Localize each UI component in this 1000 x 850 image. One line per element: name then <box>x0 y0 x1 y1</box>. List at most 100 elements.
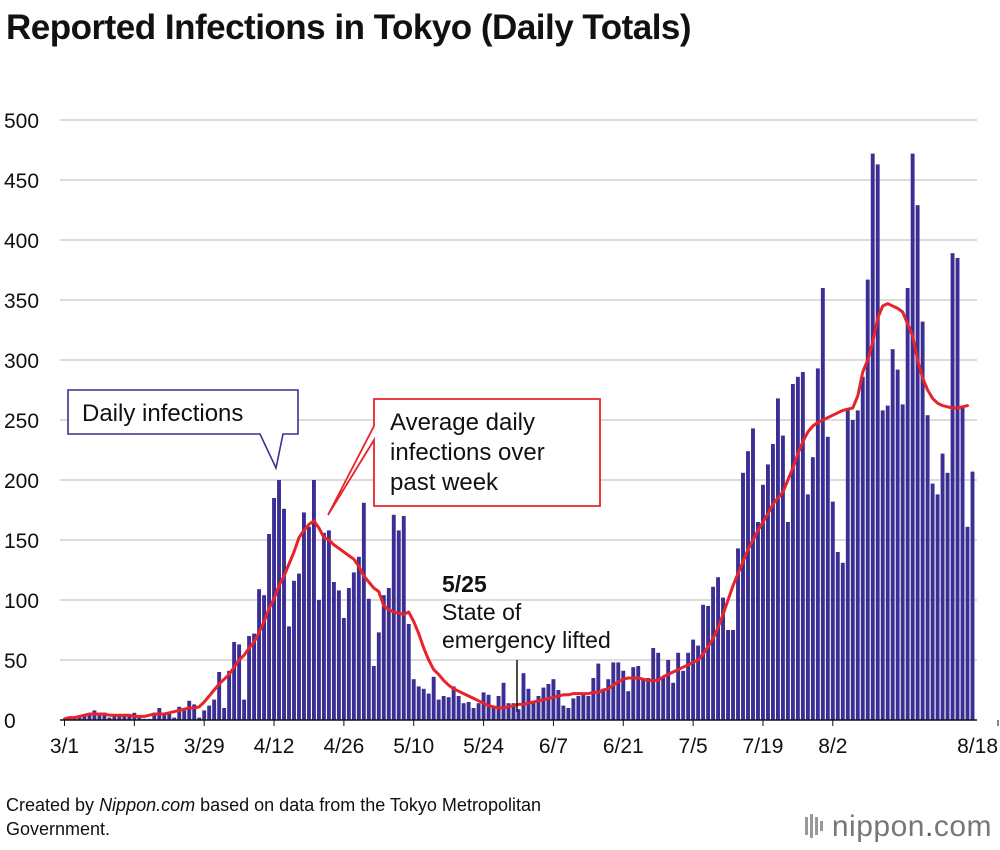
bar-day-130 <box>711 586 716 720</box>
bar-day-180 <box>960 408 965 720</box>
emergency-line-3: emergency lifted <box>442 627 611 653</box>
bar-day-51 <box>316 600 321 720</box>
bar-day-139 <box>756 522 760 720</box>
bar-day-74 <box>431 676 436 720</box>
bar-day-88 <box>501 682 506 720</box>
bar-day-20 <box>162 712 167 720</box>
bar-day-81 <box>466 702 471 720</box>
bar-day-26 <box>192 704 197 720</box>
x-tick-label-1: 3/15 <box>114 735 155 758</box>
bar-day-80 <box>461 703 466 720</box>
bar-day-118 <box>651 648 656 720</box>
source-name: Nippon.com <box>99 795 196 815</box>
bar-day-163 <box>875 164 880 720</box>
bar-day-151 <box>815 368 820 720</box>
bar-day-15 <box>137 717 142 720</box>
bar-day-34 <box>232 642 237 720</box>
y-tick-50: 50 <box>4 650 27 673</box>
bar-day-63 <box>376 632 381 720</box>
bar-day-162 <box>870 153 875 721</box>
bar-day-10 <box>112 716 117 720</box>
emergency-date: 5/25 <box>442 571 487 597</box>
bar-day-78 <box>451 686 456 720</box>
bar-day-24 <box>182 710 187 720</box>
bar-day-179 <box>955 258 960 720</box>
bar-day-39 <box>257 589 262 720</box>
bar-day-38 <box>252 633 257 720</box>
bar-day-53 <box>326 530 331 720</box>
bar-day-116 <box>641 679 646 720</box>
logo-tld: com <box>933 810 992 843</box>
bar-day-35 <box>237 644 242 720</box>
bar-day-91 <box>516 709 521 720</box>
bar-day-98 <box>551 679 556 720</box>
bar-day-146 <box>790 384 795 720</box>
x-tick-label-9: 7/5 <box>679 735 708 758</box>
bar-day-73 <box>426 693 431 720</box>
bar-day-84 <box>481 692 486 720</box>
bar-day-103 <box>576 696 581 720</box>
bar-day-89 <box>506 703 511 720</box>
source-prefix: Created by <box>6 795 100 815</box>
bar-day-90 <box>511 703 516 720</box>
bar-day-166 <box>890 349 895 720</box>
bar-day-144 <box>780 435 785 720</box>
bar-day-104 <box>581 693 586 720</box>
logo-mark-icon <box>804 814 823 838</box>
bar-day-121 <box>666 660 671 720</box>
x-tick-label-12: 8/18 <box>957 735 998 758</box>
bar-day-170 <box>910 153 915 721</box>
bar-day-145 <box>785 522 790 720</box>
logo-dot: . <box>924 810 934 843</box>
bar-day-154 <box>830 501 835 720</box>
x-tick-label-11: 8/2 <box>818 735 847 758</box>
bar-day-131 <box>716 577 721 720</box>
daily-callout-box <box>67 389 299 471</box>
bar-day-124 <box>681 670 686 720</box>
y-tick-150: 150 <box>4 530 39 553</box>
bar-day-65 <box>386 588 391 720</box>
bar-day-119 <box>656 652 661 720</box>
bar-day-161 <box>865 279 870 720</box>
x-tick-label-8: 6/21 <box>603 735 644 758</box>
x-tick-label-3: 4/12 <box>254 735 295 758</box>
x-tick-label-2: 3/29 <box>184 735 225 758</box>
bar-day-138 <box>751 428 755 720</box>
bar-day-111 <box>616 662 621 720</box>
y-tick-450: 450 <box>4 170 39 193</box>
bar-day-72 <box>421 688 426 720</box>
bar-day-127 <box>696 645 701 720</box>
bar-day-86 <box>491 706 496 720</box>
bar-day-68 <box>401 516 406 720</box>
bar-day-97 <box>546 684 551 720</box>
chart-title: Reported Infections in Tokyo (Daily Tota… <box>6 8 692 47</box>
bar-day-147 <box>795 376 800 720</box>
bar-day-50 <box>312 480 316 720</box>
bar-day-69 <box>406 624 411 720</box>
bar-day-64 <box>381 595 386 720</box>
bar-day-77 <box>446 697 451 720</box>
bar-day-60 <box>361 502 366 720</box>
daily-infections-callout: Daily infections <box>67 389 299 471</box>
bar-day-9 <box>107 717 112 720</box>
average-callout: Average daily infections over past week <box>327 398 601 516</box>
bar-day-85 <box>486 694 491 720</box>
y-tick-250: 250 <box>4 410 39 433</box>
bar-day-83 <box>476 703 481 720</box>
bar-day-8 <box>102 712 107 720</box>
x-tick-label-10: 7/19 <box>743 735 784 758</box>
bar-day-33 <box>227 670 232 720</box>
bar-day-55 <box>336 590 341 720</box>
bar-day-54 <box>331 582 336 720</box>
bar-day-165 <box>885 405 890 720</box>
bar-day-152 <box>820 288 825 720</box>
x-axis-tick-labels: 3/1 3/15 3/29 4/12 4/26 5/10 5/24 6/7 6/21 7/5 7/1… <box>50 720 999 758</box>
bar-day-106 <box>591 678 596 720</box>
bar-day-117 <box>646 678 651 720</box>
bar-day-132 <box>721 597 725 720</box>
bar-day-11 <box>117 714 122 720</box>
y-tick-200: 200 <box>4 470 39 493</box>
bar-day-37 <box>247 636 252 720</box>
bar-day-148 <box>800 372 805 720</box>
bar-day-18 <box>152 712 157 720</box>
